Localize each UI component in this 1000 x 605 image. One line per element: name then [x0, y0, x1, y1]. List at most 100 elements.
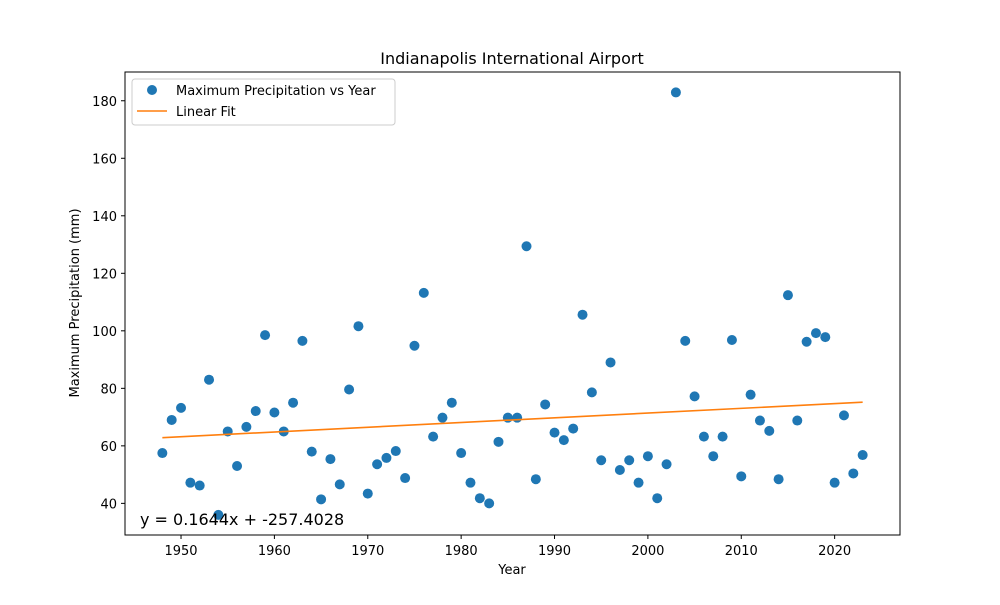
data-point: [288, 397, 299, 408]
x-tick-label: 2000: [631, 544, 664, 559]
legend: Maximum Precipitation vs Year Linear Fit: [131, 78, 396, 126]
data-point: [838, 410, 849, 421]
data-point: [334, 479, 345, 490]
data-point: [241, 421, 252, 432]
y-tick-label: 80: [100, 382, 117, 397]
fit-equation-annotation: y = 0.1644x + -257.4028: [140, 510, 344, 529]
data-point: [166, 414, 177, 425]
y-tick-label: 140: [92, 210, 117, 225]
data-point: [829, 477, 840, 488]
legend-box: [131, 78, 396, 126]
data-point: [614, 465, 625, 476]
x-tick-label: 1960: [258, 544, 291, 559]
y-tick-label: 160: [92, 152, 117, 167]
x-tick-label: 1970: [351, 544, 384, 559]
data-point: [502, 412, 513, 423]
data-point: [213, 509, 224, 520]
y-tick-label: 60: [100, 440, 117, 455]
data-point: [549, 427, 560, 438]
data-point: [736, 471, 747, 482]
data-point: [316, 494, 327, 505]
data-point: [689, 391, 700, 402]
x-tick-label: 1950: [164, 544, 197, 559]
data-point: [446, 397, 457, 408]
data-point: [344, 384, 355, 395]
data-point: [680, 335, 691, 346]
data-point: [325, 454, 336, 465]
data-point: [586, 387, 597, 398]
data-point: [400, 473, 411, 484]
data-point: [810, 328, 821, 339]
linear-fit-line: [162, 401, 863, 439]
data-point: [670, 87, 681, 98]
data-point: [362, 488, 373, 499]
x-tick-label: 2020: [818, 544, 851, 559]
data-point: [372, 459, 383, 470]
data-point: [661, 459, 672, 470]
data-point: [773, 474, 784, 485]
data-point: [428, 431, 439, 442]
x-tick-label: 1980: [445, 544, 478, 559]
data-point: [306, 446, 317, 457]
x-tick-label: 2010: [725, 544, 758, 559]
data-point: [782, 290, 793, 301]
y-tick-label: 100: [92, 325, 117, 340]
data-point: [381, 452, 392, 463]
data-point: [269, 407, 280, 418]
data-point: [857, 450, 868, 461]
data-point: [624, 455, 635, 466]
data-point: [456, 448, 467, 459]
data-point: [437, 412, 448, 423]
data-point: [157, 448, 168, 459]
legend-label-scatter: Maximum Precipitation vs Year: [176, 84, 376, 99]
data-point: [726, 335, 737, 346]
data-point: [353, 321, 364, 332]
data-point: [633, 477, 644, 488]
data-point: [577, 309, 588, 320]
data-point: [745, 389, 756, 400]
x-axis-label: Year: [497, 563, 526, 578]
data-point: [232, 460, 243, 471]
data-point: [642, 451, 653, 462]
data-point: [540, 399, 551, 410]
axes-frame: [124, 71, 901, 536]
data-point: [409, 340, 420, 351]
data-point: [465, 477, 476, 488]
legend-scatter-marker: [147, 85, 157, 95]
data-point: [605, 357, 616, 368]
data-point: [176, 402, 187, 413]
legend-label-fit: Linear Fit: [176, 105, 236, 120]
data-point: [754, 415, 765, 426]
plot-area: 1950 1960 1970 1980 1990 2000 2010 2020 40 60 80 10…: [92, 71, 901, 559]
data-point: [698, 431, 709, 442]
y-axis-label: Maximum Precipitation (mm): [68, 208, 83, 397]
data-point: [250, 406, 261, 417]
data-point: [596, 455, 607, 466]
y-tick-label: 40: [100, 497, 117, 512]
data-point: [708, 451, 719, 462]
data-point: [512, 412, 523, 423]
data-point: [484, 498, 495, 509]
data-point: [418, 287, 429, 298]
data-point: [204, 374, 215, 385]
y-tick-label: 120: [92, 267, 117, 282]
data-point: [297, 335, 308, 346]
data-point: [521, 241, 532, 252]
data-point: [260, 330, 271, 341]
data-point: [568, 423, 579, 434]
x-tick-label: 1990: [538, 544, 571, 559]
data-point: [530, 474, 541, 485]
data-point: [185, 477, 196, 488]
data-point: [652, 493, 663, 504]
data-point: [558, 435, 569, 446]
data-point: [820, 332, 831, 343]
data-point: [474, 493, 485, 504]
data-point: [848, 468, 859, 479]
y-tick-label: 180: [92, 95, 117, 110]
data-point: [493, 436, 504, 447]
data-point: [792, 415, 803, 426]
chart-title: Indianapolis International Airport: [380, 49, 643, 68]
data-point: [390, 446, 401, 457]
data-point: [801, 336, 812, 347]
